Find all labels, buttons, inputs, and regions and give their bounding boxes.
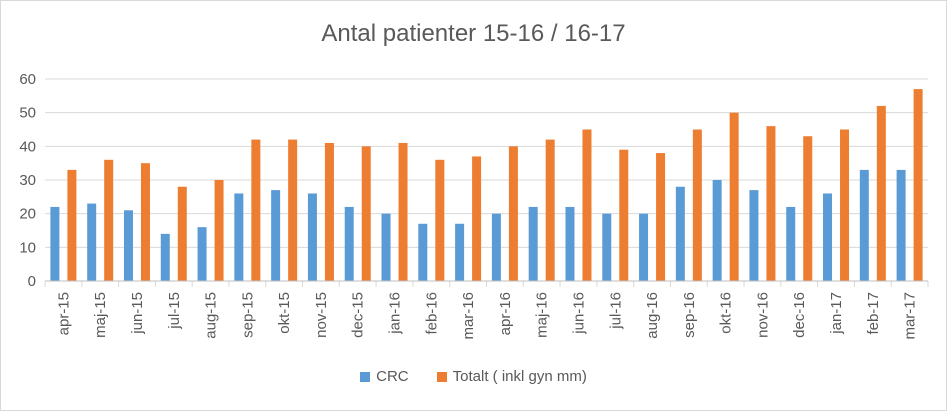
- x-tick-label-jun-16: jun-16: [570, 292, 587, 335]
- bar-totalt-dec-16: [803, 136, 813, 281]
- legend-item-crc: CRC: [360, 368, 409, 385]
- x-tick-label-sep-15: sep-15: [239, 292, 256, 338]
- bar-totalt-jan-17: [840, 129, 850, 281]
- bar-crc-jul-16: [602, 213, 612, 281]
- bar-totalt-mar-17: [913, 89, 923, 281]
- x-tick-label-dec-15: dec-15: [350, 292, 367, 338]
- bar-crc-maj-15: [87, 203, 97, 281]
- bar-crc-jun-15: [123, 210, 133, 281]
- y-tick-label-60: 60: [19, 71, 36, 88]
- legend-swatch-totalt: [436, 371, 447, 382]
- legend-label-crc: CRC: [376, 368, 409, 385]
- x-tick-label-apr-15: apr-15: [55, 292, 72, 335]
- bar-crc-maj-16: [528, 206, 538, 281]
- bar-totalt-jun-15: [140, 163, 150, 281]
- y-tick-label-0: 0: [28, 273, 36, 290]
- bar-totalt-nov-16: [766, 126, 776, 281]
- x-tick-label-feb-16: feb-16: [423, 292, 440, 335]
- x-tick-label-mar-17: mar-17: [902, 292, 919, 340]
- bar-totalt-apr-15: [67, 169, 77, 281]
- y-tick-label-50: 50: [19, 105, 36, 122]
- x-tick-label-jan-17: jan-17: [828, 292, 845, 335]
- x-tick-label-maj-15: maj-15: [92, 292, 109, 338]
- bar-crc-apr-16: [491, 213, 501, 281]
- bar-totalt-dec-15: [361, 146, 371, 281]
- bar-crc-sep-16: [675, 186, 685, 281]
- x-tick-label-dec-16: dec-16: [791, 292, 808, 338]
- bar-crc-aug-15: [197, 227, 207, 281]
- bar-crc-jan-16: [381, 213, 391, 281]
- x-tick-label-aug-15: aug-15: [203, 292, 220, 339]
- x-tick-label-sep-16: sep-16: [681, 292, 698, 338]
- bar-crc-jun-16: [565, 206, 575, 281]
- bar-crc-sep-15: [234, 193, 244, 281]
- y-tick-label-20: 20: [19, 206, 36, 223]
- bar-totalt-jul-16: [619, 149, 629, 281]
- x-tick-label-mar-16: mar-16: [460, 292, 477, 340]
- bar-crc-mar-16: [455, 223, 465, 281]
- legend-label-totalt: Totalt ( inkl gyn mm): [452, 368, 587, 385]
- bar-crc-mar-17: [896, 169, 906, 281]
- bar-crc-nov-15: [307, 193, 317, 281]
- x-tick-label-okt-15: okt-15: [276, 292, 293, 334]
- bar-crc-aug-16: [639, 213, 649, 281]
- bar-crc-jul-15: [160, 233, 170, 281]
- bar-totalt-sep-15: [251, 139, 261, 281]
- bar-crc-okt-16: [712, 180, 722, 281]
- x-tick-label-jul-16: jul-16: [607, 292, 624, 330]
- bar-totalt-nov-15: [324, 142, 334, 281]
- x-tick-label-nov-15: nov-15: [313, 292, 330, 338]
- bar-totalt-jan-16: [398, 142, 408, 281]
- legend-swatch-crc: [360, 371, 371, 382]
- bar-crc-jan-17: [823, 193, 833, 281]
- legend-item-totalt: Totalt ( inkl gyn mm): [436, 368, 587, 385]
- bar-crc-feb-17: [859, 169, 869, 281]
- bar-totalt-okt-15: [288, 139, 298, 281]
- bar-crc-feb-16: [418, 223, 428, 281]
- bar-totalt-aug-16: [656, 153, 666, 281]
- x-tick-label-okt-16: okt-16: [718, 292, 735, 334]
- legend: CRC Totalt ( inkl gyn mm): [0, 368, 947, 385]
- y-tick-label-10: 10: [19, 239, 36, 256]
- bar-totalt-sep-16: [692, 129, 702, 281]
- y-tick-label-40: 40: [19, 138, 36, 155]
- bar-totalt-feb-16: [435, 159, 445, 281]
- x-tick-label-jun-15: jun-15: [129, 292, 146, 335]
- bar-crc-okt-15: [271, 190, 281, 281]
- bar-totalt-mar-16: [472, 156, 482, 281]
- bar-crc-apr-15: [50, 206, 60, 281]
- x-tick-label-nov-16: nov-16: [754, 292, 771, 338]
- bar-totalt-aug-15: [214, 180, 224, 281]
- y-tick-label-30: 30: [19, 172, 36, 189]
- x-tick-label-aug-16: aug-16: [644, 292, 661, 339]
- x-tick-label-maj-16: maj-16: [534, 292, 551, 338]
- x-tick-label-apr-16: apr-16: [497, 292, 514, 335]
- bar-totalt-maj-16: [545, 139, 555, 281]
- bar-totalt-apr-16: [508, 146, 518, 281]
- bar-crc-dec-15: [344, 206, 354, 281]
- bar-crc-nov-16: [749, 190, 759, 281]
- bar-totalt-maj-15: [104, 159, 114, 281]
- bar-totalt-okt-16: [729, 112, 739, 282]
- bar-totalt-feb-17: [876, 105, 886, 281]
- x-tick-label-jan-16: jan-16: [387, 292, 404, 335]
- chart-title: Antal patienter 15-16 / 16-17: [321, 20, 626, 47]
- x-tick-label-feb-17: feb-17: [865, 292, 882, 335]
- x-tick-label-jul-15: jul-15: [166, 292, 183, 330]
- bar-totalt-jul-15: [177, 186, 187, 281]
- bar-totalt-jun-16: [582, 129, 592, 281]
- bar-crc-dec-16: [786, 206, 796, 281]
